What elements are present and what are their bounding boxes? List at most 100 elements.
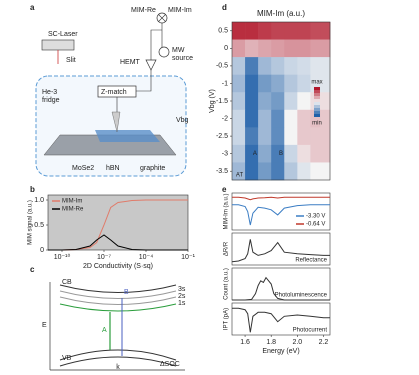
plot-area xyxy=(47,194,189,251)
heat-cell xyxy=(258,39,272,58)
label: source xyxy=(172,55,193,62)
y-axis-label: IPT (pA) xyxy=(224,308,230,330)
y-axis-label: Vbg (V) xyxy=(209,89,216,113)
y-tick-label: 0.5 xyxy=(218,28,228,35)
x-tick-label: 1.8 xyxy=(266,339,276,346)
heat-cell xyxy=(320,109,331,128)
heat-cell xyxy=(297,162,311,181)
heat-cell xyxy=(245,127,259,146)
x-tick-label: 2.0 xyxy=(292,339,302,346)
colorbar-cell xyxy=(314,105,320,108)
label: B xyxy=(124,289,129,296)
heat-cell xyxy=(232,74,246,93)
annotation: AT xyxy=(236,172,244,178)
heat-cell xyxy=(271,109,285,128)
panel-label: d xyxy=(222,3,227,12)
y-tick-label: -1 xyxy=(222,80,228,87)
label: MoSe2 xyxy=(72,165,94,172)
y-tick-label: -3.5 xyxy=(216,168,228,175)
label: MIM-Re xyxy=(131,7,156,14)
heat-cell xyxy=(284,162,298,181)
heat-cell xyxy=(258,74,272,93)
vb xyxy=(59,356,177,367)
y-tick-label: 0 xyxy=(40,247,44,254)
y-tick-label: -2.5 xyxy=(216,133,228,140)
heat-cell xyxy=(271,127,285,146)
y-tick-label: -3 xyxy=(222,151,228,158)
heat-cell xyxy=(310,57,321,75)
heat-cell xyxy=(258,144,272,163)
plot-area xyxy=(231,267,331,301)
heat-cell xyxy=(232,162,246,181)
level xyxy=(59,296,177,305)
y-tick-label: 0.5 xyxy=(34,222,44,229)
label: ΔSOC xyxy=(160,361,180,368)
series-line xyxy=(232,307,330,333)
y-axis-label: Count (a.u.) xyxy=(224,268,230,300)
y-tick-label: 0 xyxy=(224,45,228,52)
y-tick-label: -0.5 xyxy=(216,63,228,70)
heat-cell xyxy=(310,39,321,58)
heat-cell xyxy=(297,57,311,75)
colorbar-cell xyxy=(314,111,320,114)
heat-cell xyxy=(232,144,246,163)
label: MIM-Im xyxy=(168,7,192,14)
heat-cell xyxy=(245,92,259,111)
x-tick-label: 1.6 xyxy=(240,339,250,346)
heat-cell xyxy=(232,22,246,40)
label: SC-Laser xyxy=(48,31,78,38)
label: MW xyxy=(172,47,185,54)
heat-cell xyxy=(297,127,311,146)
wires xyxy=(116,23,163,117)
heat-cell xyxy=(258,22,272,40)
heat-cell xyxy=(284,39,298,58)
axis-label: k xyxy=(116,364,120,371)
heat-cell xyxy=(258,127,272,146)
colorbar-cell xyxy=(314,96,320,99)
x-tick-label: 10⁻¹⁰ xyxy=(54,253,71,261)
heat-cell xyxy=(310,74,321,93)
heat-cell xyxy=(271,74,285,93)
heat-cell xyxy=(297,22,311,40)
legend-label: MIM-Re xyxy=(62,207,84,213)
heat-cell xyxy=(320,92,331,111)
amplifier xyxy=(145,59,157,71)
y-tick-label: -1.5 xyxy=(216,98,228,105)
heat-cell xyxy=(271,57,285,75)
heat-cell xyxy=(271,144,285,163)
colorbar-cell xyxy=(314,108,320,111)
heat-cell xyxy=(310,22,321,40)
label: Slit xyxy=(66,57,76,64)
y-axis-label: MIM-Im (a.u.) xyxy=(224,194,230,230)
heat-cell xyxy=(232,39,246,58)
label: 3s xyxy=(178,286,186,293)
setup-diagram: SC-Laser Slit He-3 fridge Z-match HEMT M… xyxy=(35,7,193,177)
legend-label: -3.30 V xyxy=(306,214,325,220)
vb xyxy=(59,349,177,361)
heat-cell xyxy=(297,74,311,93)
heat-cell xyxy=(297,92,311,111)
chart-title: MIM-Im (a.u.) xyxy=(257,9,305,18)
heat-cell xyxy=(320,162,331,181)
heat-cell xyxy=(232,109,246,128)
heat-cell xyxy=(284,57,298,75)
panel-label: e xyxy=(222,185,227,194)
heat-cell xyxy=(297,39,311,58)
heat-cell xyxy=(258,162,272,181)
mw-source xyxy=(158,46,170,58)
label: Z-match xyxy=(101,89,127,96)
annotation: Photoluminescence xyxy=(275,293,328,299)
series-line xyxy=(231,239,330,263)
tip xyxy=(111,111,121,133)
label: hBN xyxy=(106,165,120,172)
heat-cell xyxy=(258,57,272,75)
heat-cell xyxy=(320,22,331,40)
panel-label: b xyxy=(30,185,35,194)
colorbar-cell xyxy=(314,102,320,105)
panel-label: a xyxy=(30,3,35,12)
heat-cell xyxy=(245,162,259,181)
heat-cell xyxy=(245,57,259,75)
label: HEMT xyxy=(120,59,141,66)
heat-cell xyxy=(284,92,298,111)
